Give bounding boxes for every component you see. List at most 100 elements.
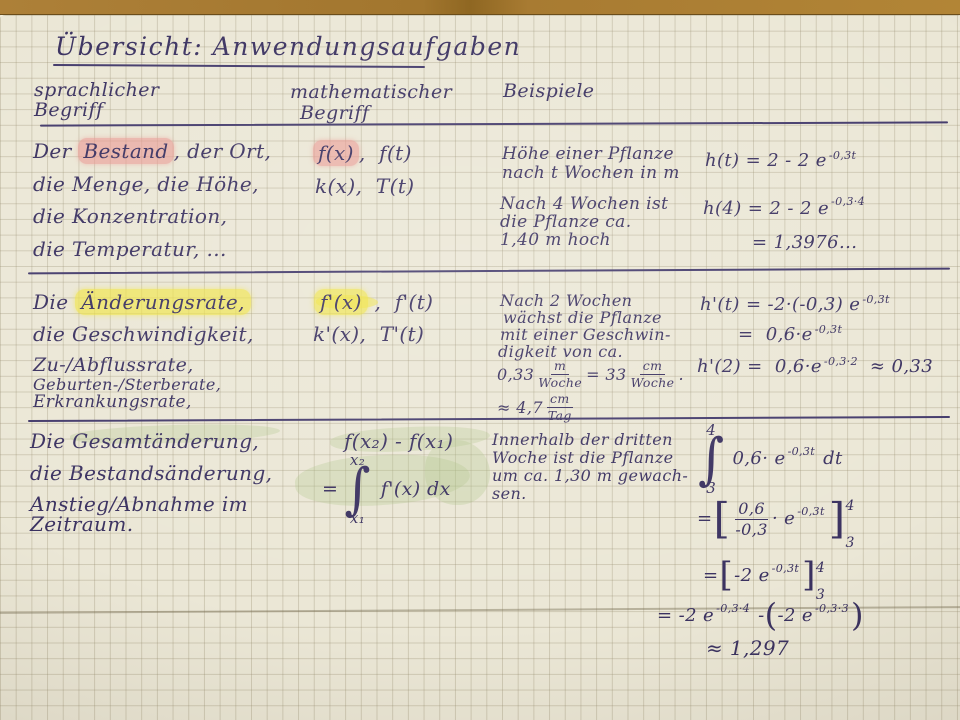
rate-value: ≈ 4,7 bbox=[497, 398, 543, 418]
open-paren: ( bbox=[764, 596, 778, 634]
open-bracket: [ bbox=[713, 494, 731, 544]
formula-base: -2 e bbox=[777, 604, 813, 626]
close-bracket: ] bbox=[828, 494, 846, 544]
example-line: 1,40 m hoch bbox=[500, 230, 611, 250]
formula-exponent: -0,3·3 bbox=[814, 601, 849, 615]
rate-value: 0,33 bbox=[497, 365, 535, 385]
example-line: um ca. 1,30 m gewach- bbox=[492, 466, 689, 485]
page-title: Übersicht: Anwendungsaufgaben bbox=[55, 32, 522, 61]
term-line: Erkrankungsrate, bbox=[33, 392, 192, 412]
formula-exponent: -0,3·4 bbox=[831, 194, 865, 208]
green-highlight-smudge bbox=[425, 440, 490, 505]
highlighted-term-bestand: Bestand bbox=[78, 138, 174, 164]
example-line: sen. bbox=[492, 484, 527, 503]
highlighted-fx: f(x) bbox=[313, 140, 359, 166]
integrand: f'(x) dx bbox=[380, 477, 451, 500]
formula-exponent: -0,3t bbox=[814, 323, 843, 337]
example-line: Innerhalb der dritten bbox=[492, 430, 673, 449]
term-line: Die Änderungsrate, bbox=[33, 289, 251, 315]
term-text: Der bbox=[33, 139, 79, 163]
formula-exponent: -0,3t bbox=[862, 293, 890, 307]
equals-sign: = bbox=[322, 477, 339, 500]
formula-hprime-t: h'(t) = -2·(-0,3) e -0,3t bbox=[700, 293, 890, 315]
lower-limit: 3 bbox=[845, 534, 855, 551]
column-header-mathematical-2: Begriff bbox=[300, 102, 370, 124]
integral-with-limits: 4 ∫ 3 bbox=[698, 423, 724, 496]
formula-result: = 1,3976... bbox=[752, 232, 858, 253]
wooden-table-edge bbox=[0, 0, 960, 15]
formula-base: h(4) = 2 - 2 e bbox=[703, 198, 830, 219]
equals-sign: = bbox=[697, 508, 713, 530]
row-separator-line bbox=[28, 267, 950, 275]
equals-sign: = bbox=[703, 565, 719, 587]
term-line: die Konzentration, bbox=[33, 204, 228, 228]
upper-limit: 4 bbox=[845, 498, 855, 514]
integral-with-limits: x₂ ∫ x₁ bbox=[344, 453, 370, 526]
example-line: Nach 4 Wochen ist bbox=[500, 194, 669, 214]
fraction-cm-per-week: cm Woche bbox=[630, 358, 675, 391]
fraction-cm-per-day: cm Tag bbox=[546, 391, 573, 424]
example-line: Höhe einer Pflanze bbox=[502, 144, 674, 164]
integrand-base: 0,6· e bbox=[732, 448, 786, 470]
example-line: digkeit von ca. bbox=[498, 342, 624, 361]
column-header-linguistic-2: Begriff bbox=[34, 99, 104, 121]
row-separator-line bbox=[27, 415, 951, 423]
formula-exponent: -0,3t bbox=[828, 149, 857, 163]
example-line: Nach 2 Wochen bbox=[500, 291, 633, 310]
minus-sign: - bbox=[758, 604, 765, 626]
example-line: die Pflanze ca. bbox=[500, 212, 632, 232]
rate-conversion: = 33 bbox=[586, 365, 627, 385]
integral-lower-limit: 3 bbox=[706, 478, 717, 497]
formula-exponent: -0,3·4 bbox=[716, 601, 751, 615]
upper-limit: 4 bbox=[815, 560, 826, 576]
differential-dt: dt bbox=[823, 448, 843, 470]
open-bracket: [ bbox=[719, 555, 734, 596]
formula-ht: h(t) = 2 - 2 e -0,3t bbox=[705, 149, 857, 171]
formula-exponent: -0,3t bbox=[797, 504, 825, 518]
column-header-mathematical: mathematischer bbox=[290, 81, 453, 103]
formula-result: ≈ 0,33 bbox=[869, 356, 934, 377]
example-rate-per-day: ≈ 4,7 cm Tag bbox=[497, 391, 577, 424]
math-notation-line: f(x), f(t) bbox=[313, 140, 412, 166]
integral-lower-limit: x₁ bbox=[349, 508, 366, 527]
title-underline bbox=[52, 64, 426, 69]
graph-paper: Übersicht: Anwendungsaufgaben sprachlich… bbox=[0, 13, 960, 720]
term-line: Zu-/Abflussrate, bbox=[33, 354, 194, 376]
highlighted-term-aenderungsrate: Änderungsrate, bbox=[75, 289, 251, 315]
formula-hprime-2: h'(2) = 0,6·e -0,3·2 ≈ 0,33 bbox=[697, 355, 934, 377]
math-text: , f'(t) bbox=[367, 290, 434, 314]
term-line: die Menge, die Höhe, bbox=[33, 172, 259, 196]
formula-base: h'(t) = -2·(-0,3) e bbox=[700, 294, 861, 315]
formula-evaluation: = -2 e -0,3·4 - ( -2 e -0,3·3 ) bbox=[657, 596, 864, 634]
formula-exponent: -0,3t bbox=[771, 561, 800, 575]
math-notation-line: f'(x) , f'(t) bbox=[314, 289, 434, 315]
integral-upper-limit: 4 bbox=[706, 421, 717, 439]
integral-sign: ∫ bbox=[344, 456, 371, 522]
lower-limit: 3 bbox=[815, 586, 826, 603]
formula-base: · e bbox=[771, 508, 796, 530]
example-line: wächst die Pflanze bbox=[503, 308, 662, 327]
example-line: nach t Wochen in m bbox=[502, 163, 680, 183]
formula-exponent: -0,3t bbox=[787, 445, 816, 459]
column-header-examples: Beispiele bbox=[503, 80, 595, 102]
term-line: Geburten-/Sterberate, bbox=[33, 375, 222, 394]
term-line: Zeitraum. bbox=[30, 512, 134, 536]
term-line: Der Bestand, der Ort, bbox=[33, 138, 271, 164]
highlighted-fprime: f'(x) bbox=[314, 289, 368, 315]
formula-base: = -2 e bbox=[657, 604, 715, 626]
formula-base: h'(2) = 0,6·e bbox=[697, 356, 822, 377]
math-difference: f(x₂) - f(x₁) bbox=[344, 429, 454, 453]
column-header-linguistic: sprachlicher bbox=[34, 79, 160, 101]
term-line: die Bestandsänderung, bbox=[30, 461, 273, 485]
fraction-m-per-week: m Woche bbox=[538, 358, 583, 391]
term-line: Die Gesamtänderung, bbox=[30, 429, 260, 453]
example-line: mit einer Geschwin- bbox=[500, 325, 671, 344]
math-notation-line: k'(x), T'(t) bbox=[313, 322, 425, 346]
example-line: Woche ist die Pflanze bbox=[492, 448, 674, 467]
term-text: Die bbox=[33, 290, 76, 314]
